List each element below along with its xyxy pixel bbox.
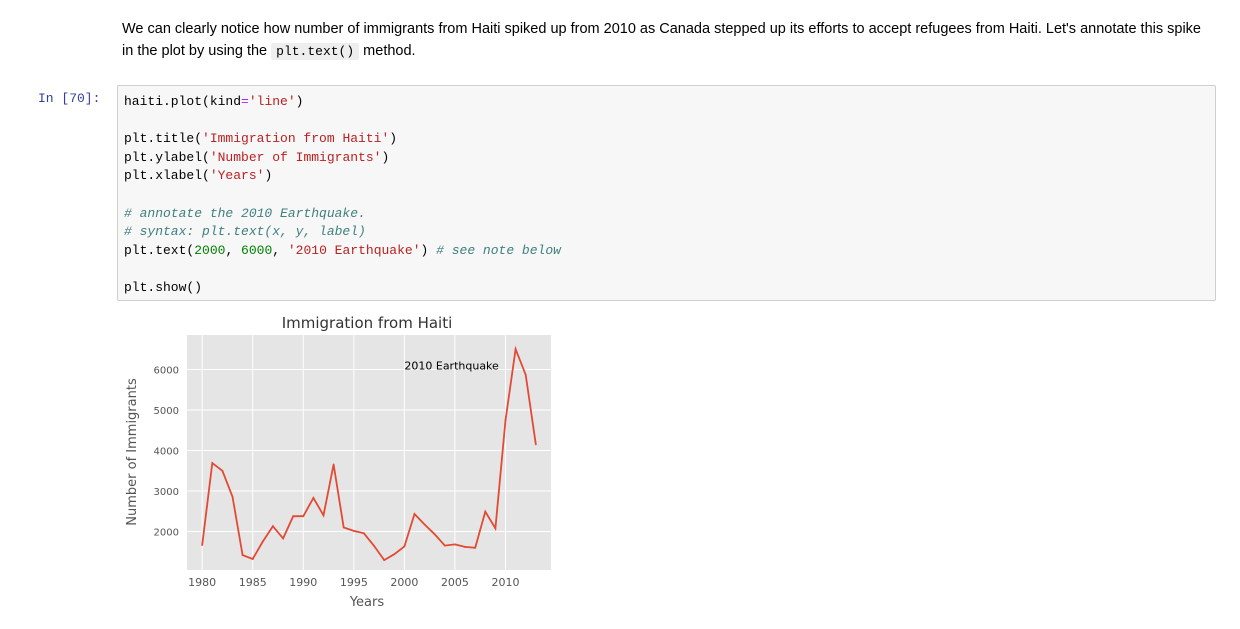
code-string: 'Years' — [209, 168, 265, 184]
data-point — [251, 558, 254, 560]
code-comment: # syntax: plt.text(x, y, label) — [124, 224, 366, 240]
data-point — [282, 537, 284, 540]
code-comment: # see note below — [436, 242, 561, 258]
data-point — [524, 373, 527, 376]
data-point — [403, 545, 406, 548]
output-area: Immigration from Haiti 1980 1985 1990 1995 2… — [117, 306, 557, 621]
y-tick-label: 5000 — [154, 406, 179, 417]
data-point — [352, 530, 355, 532]
data-point — [413, 513, 416, 515]
x-tick-label: 2005 — [441, 576, 469, 589]
code-token: plt.show() — [124, 279, 203, 295]
code-text[interactable]: haiti.plot(kind='line') plt.title('Immig… — [124, 93, 561, 298]
markdown-cell: We can clearly notice how number of immi… — [122, 18, 1212, 63]
data-point — [201, 544, 204, 546]
data-point — [454, 543, 456, 546]
code-token: plt.title( — [124, 131, 203, 147]
code-token: plt.xlabel( — [124, 168, 210, 184]
data-point — [474, 546, 477, 549]
y-tick-label: 4000 — [154, 446, 179, 457]
x-axis-label: Years — [349, 595, 385, 610]
x-tick-label: 1980 — [188, 576, 216, 589]
y-tick-label: 3000 — [154, 487, 179, 498]
x-tick-label: 1985 — [239, 576, 267, 589]
data-point — [423, 523, 426, 526]
data-point — [302, 515, 305, 518]
x-tick-label: 2000 — [390, 576, 418, 589]
code-number: 2000 — [194, 242, 226, 258]
data-point — [231, 495, 234, 498]
code-token: haiti.plot(kind — [124, 94, 242, 109]
code-token: plt.ylabel( — [124, 149, 210, 165]
code-token: plt.text( — [124, 242, 195, 258]
data-point — [363, 532, 365, 535]
code-token: ) — [264, 168, 273, 184]
data-point — [383, 559, 386, 561]
data-point — [272, 525, 274, 528]
code-string: '2010 Earthquake' — [287, 242, 421, 258]
code-token: ) — [420, 242, 437, 258]
data-point — [464, 546, 466, 548]
x-tick-label: 1995 — [340, 576, 368, 589]
tick-labels: 1980 1985 1990 1995 2000 2005 2010 2000 3000 4000… — [154, 365, 520, 589]
data-point — [484, 510, 487, 513]
code-token: , — [272, 242, 288, 258]
markdown-text: We can clearly notice how number of immi… — [122, 21, 1201, 59]
code-comment: # annotate the 2010 Earthquake. — [124, 205, 366, 221]
inline-code: plt.text() — [271, 43, 360, 60]
data-point — [211, 462, 214, 464]
data-point — [332, 463, 335, 466]
code-string: 'Number of Immigrants' — [209, 149, 382, 165]
series-line — [201, 345, 537, 562]
x-tick-label: 1990 — [289, 576, 317, 589]
data-point — [534, 443, 537, 446]
data-point — [221, 469, 224, 472]
code-operator: = — [241, 94, 249, 109]
code-string: 'line' — [248, 94, 296, 109]
y-tick-label: 2000 — [154, 528, 179, 539]
chart-title: Immigration from Haiti — [282, 314, 453, 332]
code-token: ) — [295, 94, 304, 109]
code-token: , — [225, 242, 242, 258]
data-point — [494, 527, 497, 530]
code-token: ) — [381, 149, 390, 165]
code-string: 'Immigration from Haiti' — [202, 131, 390, 147]
code-token: ) — [389, 131, 398, 147]
data-point — [312, 497, 315, 499]
data-point — [373, 544, 375, 547]
input-prompt: In [70]: — [38, 91, 101, 106]
data-point — [393, 553, 396, 556]
data-point — [504, 419, 507, 422]
code-cell-editor[interactable]: haiti.plot(kind='line') plt.title('Immig… — [117, 85, 1216, 301]
data-point — [514, 348, 517, 350]
annotation-label: 2010 Earthquake — [404, 359, 499, 372]
x-tick-label: 2010 — [492, 576, 520, 589]
markdown-text-end: method. — [359, 43, 416, 59]
plot-area — [187, 335, 551, 570]
data-point — [433, 533, 436, 536]
data-point — [292, 515, 295, 518]
data-point — [322, 514, 325, 517]
line-chart: Immigration from Haiti 1980 1985 1990 1995 2… — [125, 314, 551, 610]
code-number: 6000 — [241, 242, 273, 258]
data-point — [261, 540, 264, 543]
data-point — [342, 526, 345, 529]
data-point — [443, 544, 446, 547]
data-points — [201, 348, 537, 561]
y-axis-label: Number of Immigrants — [125, 378, 140, 526]
data-point — [241, 554, 244, 556]
y-tick-label: 6000 — [154, 365, 179, 376]
